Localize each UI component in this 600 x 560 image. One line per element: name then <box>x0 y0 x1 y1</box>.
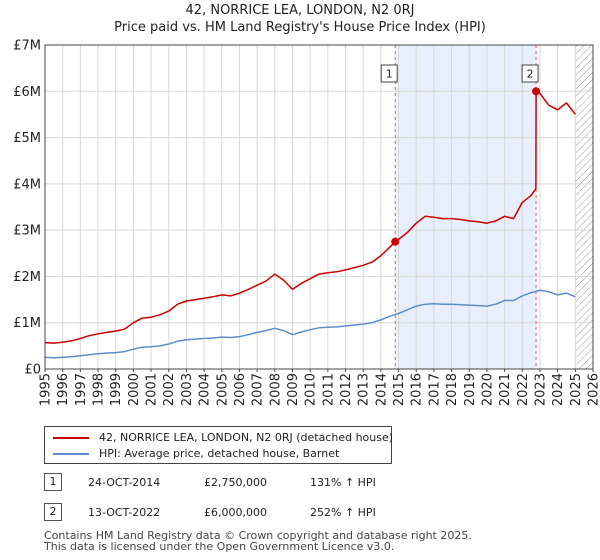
x-tick-label: 2011 <box>321 373 336 406</box>
chart-title: 42, NORRICE LEA, LONDON, N2 0RJ <box>185 3 415 18</box>
series-line-property <box>44 90 576 344</box>
x-tick-label: 2007 <box>251 373 266 406</box>
annotation-label: 2 <box>527 68 534 81</box>
x-tick-label: 2005 <box>215 373 230 406</box>
series-line-hpi <box>44 289 576 359</box>
x-tick-label: 2026 <box>587 373 600 406</box>
transaction-badge: 2 <box>44 503 62 521</box>
x-tick-label: 2018 <box>445 373 460 406</box>
transaction-price: £6,000,000 <box>204 506 267 519</box>
transaction-date: 13-OCT-2022 <box>88 506 161 519</box>
footer-licence: This data is licensed under the Open Gov… <box>44 540 395 553</box>
x-tick-label: 2010 <box>304 373 319 406</box>
hatched-region <box>575 45 593 369</box>
x-tick-label: 2022 <box>516 373 531 406</box>
x-tick-label: 2002 <box>162 373 177 406</box>
x-tick-label: 2013 <box>357 373 372 406</box>
footer: Contains HM Land Registry data © Crown c… <box>44 530 472 552</box>
x-tick-label: 2021 <box>498 373 513 406</box>
x-tick-label: 2025 <box>569 373 584 406</box>
legend-swatch-hpi <box>53 453 89 455</box>
x-tick-label: 2023 <box>533 373 548 406</box>
annotation-box <box>521 64 539 83</box>
x-tick-label: 2008 <box>268 373 283 406</box>
y-tick-label: £2M <box>13 270 41 285</box>
legend-label-property: 42, NORRICE LEA, LONDON, N2 0RJ (detache… <box>99 431 394 444</box>
x-tick-label: 2001 <box>145 373 160 406</box>
x-tick-label: 1998 <box>92 373 107 406</box>
x-tick-label: 2006 <box>233 373 248 406</box>
x-tick-label: 1997 <box>74 373 89 406</box>
x-tick-label: 2009 <box>286 373 301 406</box>
x-tick-label: 2019 <box>463 373 478 406</box>
x-tick-label: 2024 <box>551 373 566 406</box>
legend-label-hpi: HPI: Average price, detached house, Barn… <box>99 447 340 460</box>
x-tick-label: 2014 <box>374 373 389 406</box>
y-tick-label: £1M <box>13 316 41 331</box>
plot-frame <box>44 44 594 370</box>
transaction-hpi-change: 131% ↑ HPI <box>310 476 376 489</box>
y-tick-label: £5M <box>13 131 41 146</box>
footer-copyright: Contains HM Land Registry data © Crown c… <box>44 529 472 542</box>
y-tick-label: £6M <box>13 85 41 100</box>
x-tick-label: 2015 <box>392 373 407 406</box>
y-tick-label: £3M <box>13 224 41 239</box>
transaction-hpi-change: 252% ↑ HPI <box>310 506 376 519</box>
chart-title-block: 42, NORRICE LEA, LONDON, N2 0RJ Price pa… <box>0 2 600 36</box>
x-tick-label: 2016 <box>410 373 425 406</box>
y-tick-label: £0 <box>24 363 41 378</box>
x-tick-label: 2000 <box>127 373 142 406</box>
annotation-box <box>380 64 398 83</box>
sale-marker <box>532 87 541 96</box>
shaded-region <box>395 45 537 369</box>
legend: 42, NORRICE LEA, LONDON, N2 0RJ (detache… <box>44 426 394 464</box>
legend-swatch-property <box>53 437 89 439</box>
x-tick-label: 2020 <box>480 373 495 406</box>
x-tick-label: 2012 <box>339 373 354 406</box>
x-tick-label: 2017 <box>427 373 442 406</box>
x-tick-label: 1996 <box>56 373 71 406</box>
annotation-label: 1 <box>386 68 393 81</box>
chart-subtitle: Price paid vs. HM Land Registry's House … <box>114 20 486 35</box>
transaction-date: 24-OCT-2014 <box>88 476 161 489</box>
x-tick-label: 2004 <box>198 373 213 406</box>
transaction-price: £2,750,000 <box>204 476 267 489</box>
y-tick-label: £7M <box>13 39 41 54</box>
x-tick-label: 1995 <box>39 373 54 406</box>
x-tick-label: 2003 <box>180 373 195 406</box>
sale-marker <box>391 237 400 246</box>
transaction-badge: 1 <box>44 473 62 491</box>
x-tick-label: 1999 <box>109 373 124 406</box>
y-tick-label: £4M <box>13 177 41 192</box>
